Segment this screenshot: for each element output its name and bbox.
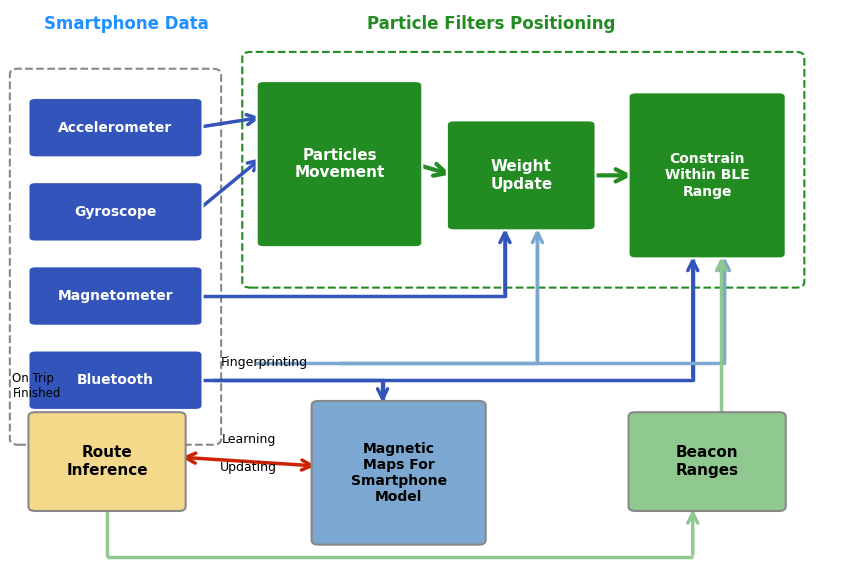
- FancyBboxPatch shape: [29, 266, 203, 326]
- FancyBboxPatch shape: [29, 350, 203, 410]
- FancyBboxPatch shape: [29, 182, 203, 241]
- Text: Accelerometer: Accelerometer: [59, 121, 173, 135]
- Text: Gyroscope: Gyroscope: [75, 205, 157, 219]
- FancyBboxPatch shape: [447, 120, 595, 230]
- Text: On Trip
Finished: On Trip Finished: [13, 372, 61, 400]
- FancyBboxPatch shape: [628, 92, 786, 258]
- FancyBboxPatch shape: [311, 401, 486, 545]
- Text: Weight
Update: Weight Update: [490, 159, 552, 192]
- Text: Beacon
Ranges: Beacon Ranges: [676, 446, 739, 478]
- FancyBboxPatch shape: [257, 81, 422, 247]
- Text: Fingerprinting: Fingerprinting: [221, 356, 309, 369]
- Text: Magnetometer: Magnetometer: [58, 289, 173, 303]
- Text: Magnetic
Maps For
Smartphone
Model: Magnetic Maps For Smartphone Model: [350, 442, 447, 504]
- Text: Learning: Learning: [221, 433, 276, 446]
- Text: Smartphone Data: Smartphone Data: [43, 15, 209, 33]
- FancyBboxPatch shape: [628, 412, 786, 511]
- Text: Particle Filters Positioning: Particle Filters Positioning: [367, 15, 616, 33]
- Text: Route
Inference: Route Inference: [66, 446, 148, 478]
- Text: Updating: Updating: [220, 461, 277, 474]
- FancyBboxPatch shape: [29, 98, 203, 157]
- Text: Bluetooth: Bluetooth: [77, 373, 154, 387]
- FancyBboxPatch shape: [29, 412, 186, 511]
- Text: Particles
Movement: Particles Movement: [294, 148, 385, 180]
- Text: Constrain
Within BLE
Range: Constrain Within BLE Range: [665, 152, 750, 199]
